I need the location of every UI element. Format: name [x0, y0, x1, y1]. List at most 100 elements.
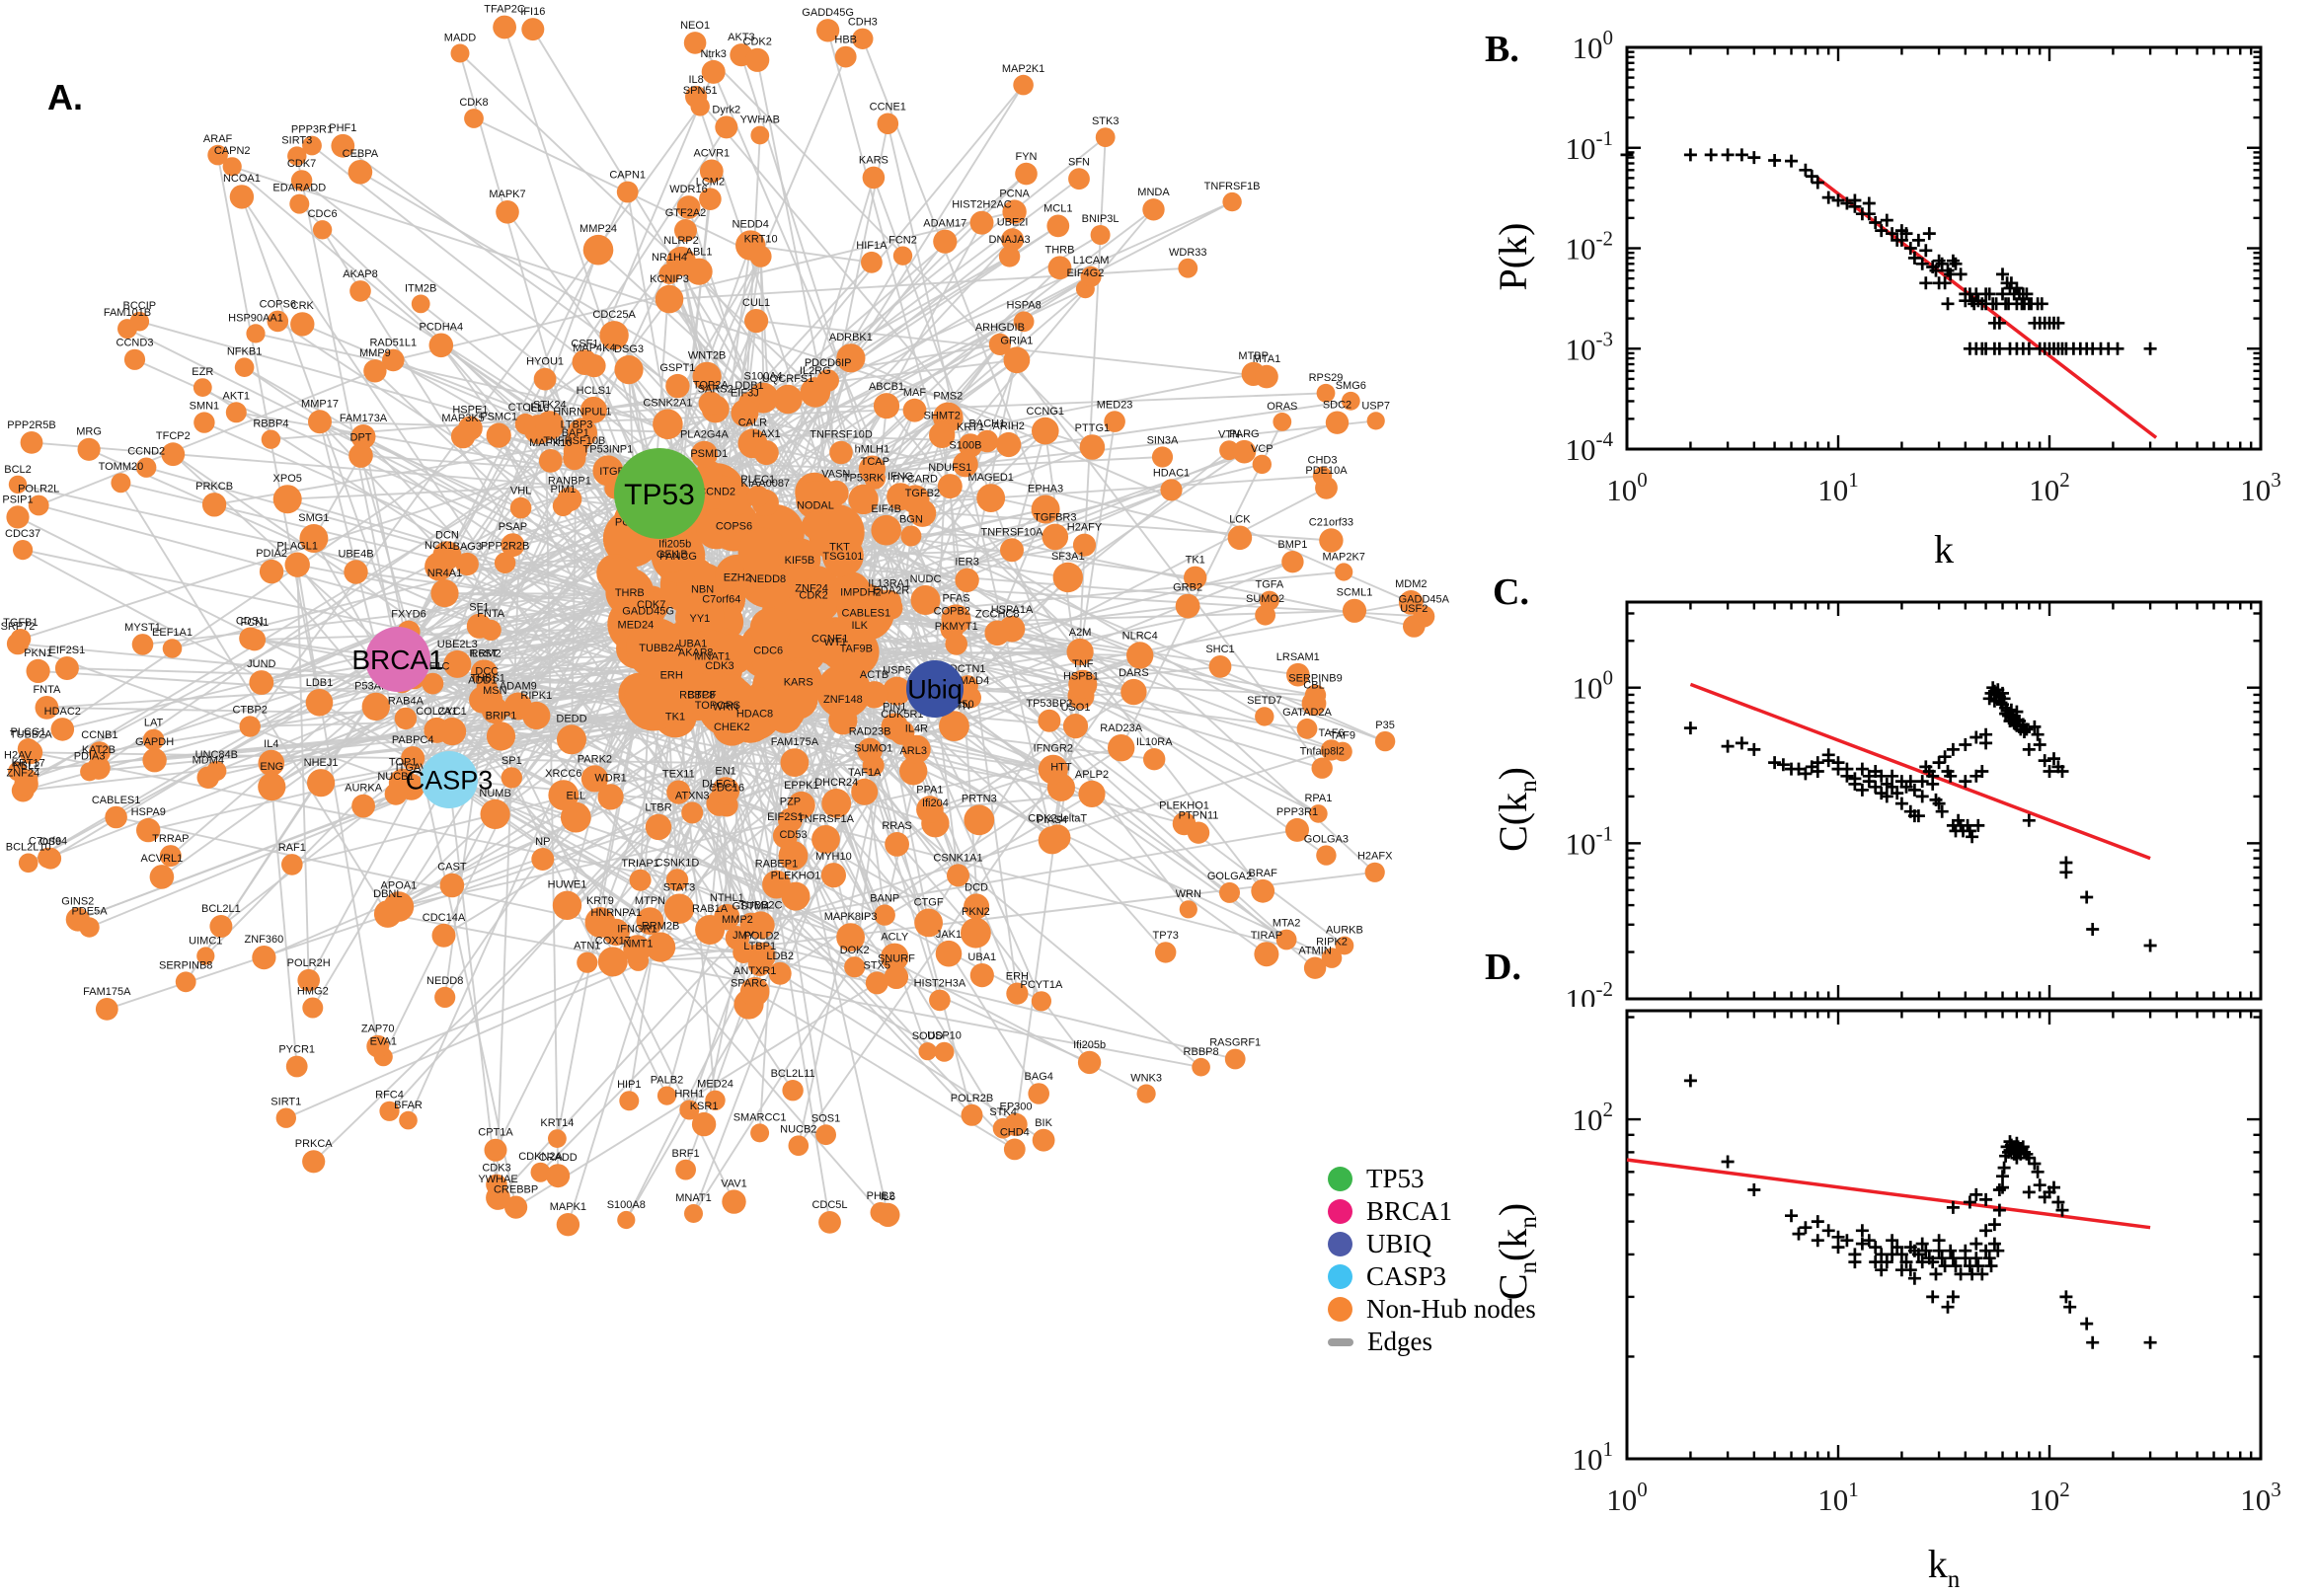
gene-label: CDK3	[482, 1163, 510, 1175]
network-node	[746, 911, 775, 940]
gene-label: POLR2L	[18, 484, 59, 495]
network-node	[136, 457, 157, 478]
gene-label: KCNIP3	[650, 273, 689, 285]
gene-label: SERPINB9	[1288, 673, 1342, 685]
gene-label: DPT	[350, 431, 372, 443]
gene-label: PARK2	[578, 753, 612, 765]
gene-label: MNAT1	[675, 1192, 711, 1204]
network-node	[880, 596, 903, 620]
gene-label: EIF3J	[731, 388, 759, 400]
gene-label: HDAC8	[736, 709, 773, 721]
gene-label: MSN	[483, 685, 507, 697]
network-node	[509, 496, 532, 519]
tick-label: 100	[1573, 26, 1614, 65]
network-edge	[544, 379, 560, 1177]
gene-label: PALB2	[651, 1075, 683, 1087]
network-node	[1155, 942, 1177, 963]
gene-label: MCL1	[1043, 203, 1072, 215]
fit-line	[1626, 1158, 2151, 1230]
gene-label: EPPK1	[784, 780, 818, 792]
gene-label: TNFRSF10A	[981, 526, 1044, 538]
network-node	[466, 613, 492, 639]
network-edge	[887, 123, 1053, 841]
legend-item-ubiq: UBIQ	[1328, 1228, 1584, 1260]
network-node	[778, 841, 809, 871]
gene-label: RASGRF1	[1209, 1037, 1261, 1049]
network-node	[715, 115, 738, 139]
gene-label: TNF	[1072, 658, 1094, 670]
gene-label: HNRNPA1	[590, 907, 642, 919]
gene-label: VTN	[1218, 428, 1240, 440]
network-node	[749, 245, 772, 267]
gene-label: SMN1	[190, 400, 220, 412]
gene-label: DARS	[1119, 667, 1149, 679]
network-node	[960, 687, 981, 709]
network-node	[533, 367, 557, 391]
gene-label: UBA1	[967, 951, 996, 963]
network-node	[836, 343, 866, 373]
gene-label: BANP	[870, 892, 899, 904]
network-node	[874, 904, 895, 926]
network-node	[933, 229, 958, 254]
network-node	[1316, 845, 1337, 866]
gene-label: COL2A1	[416, 706, 457, 718]
gene-label: NUDC	[910, 573, 942, 585]
network-node	[77, 437, 101, 461]
network-node	[530, 1162, 551, 1182]
gene-label: MAGED1	[967, 472, 1013, 484]
network-edge	[448, 779, 498, 1185]
gene-label: VAV1	[721, 1178, 747, 1190]
gene-label: GADD45G	[622, 606, 674, 618]
network-node	[8, 475, 28, 494]
gene-label: RRM2B	[642, 921, 680, 933]
gene-label: HYOU1	[526, 356, 564, 368]
gene-label: ATN1	[574, 941, 600, 952]
network-edge	[437, 126, 728, 568]
gene-label: WT1	[823, 637, 846, 648]
network-node	[582, 353, 606, 378]
network-node	[193, 412, 215, 433]
tick-label: 102	[2029, 1478, 2070, 1517]
gene-label: TAF9B	[840, 643, 873, 654]
gene-label: Ifi204	[922, 798, 949, 809]
network-node	[493, 15, 516, 39]
network-node	[690, 440, 718, 468]
network-node	[665, 869, 689, 891]
network-node	[1143, 748, 1166, 771]
network-node	[430, 579, 459, 608]
network-node	[552, 494, 575, 517]
network-node	[229, 185, 255, 209]
data-points	[1683, 681, 2157, 952]
gene-label: RABEP1	[755, 859, 798, 871]
network-node	[349, 280, 371, 302]
network-node	[665, 373, 690, 399]
network-node	[267, 310, 289, 333]
gene-label: Ntrk3	[701, 48, 727, 60]
network-node	[653, 534, 691, 572]
gene-label: EIF2S1	[767, 811, 804, 823]
gene-label: NLRP2	[663, 235, 698, 247]
gene-label: COPB2	[934, 606, 970, 618]
network-edge	[106, 724, 955, 1011]
network-node	[947, 864, 969, 887]
gene-label: TGFA	[1256, 579, 1284, 591]
gene-label: CDS1	[236, 616, 265, 628]
network-edge	[393, 210, 1015, 361]
gene-label: WNK3	[1130, 1073, 1162, 1085]
gene-label: ITM2B	[405, 283, 436, 295]
gene-label: H2AFY	[1067, 522, 1103, 534]
gene-label: MAP3K5	[441, 413, 484, 424]
gene-label: NEDD8	[749, 573, 786, 585]
gene-label: DSG3	[614, 343, 644, 355]
network-node	[858, 455, 887, 483]
network-node	[225, 402, 247, 423]
gene-label: TSG101	[822, 551, 863, 563]
network-graph: Ifi205b ZNF24 TK1 TUBB2A C7orf64 CDC6 COPS6 CCN…	[1, 4, 1450, 1237]
gene-label: PDE5A	[71, 905, 108, 917]
network-edge	[249, 106, 701, 727]
network-node	[234, 357, 255, 378]
gene-label: CBL	[1303, 679, 1324, 691]
network-node	[425, 552, 454, 581]
network-node	[411, 294, 430, 314]
network-edge	[31, 751, 678, 881]
